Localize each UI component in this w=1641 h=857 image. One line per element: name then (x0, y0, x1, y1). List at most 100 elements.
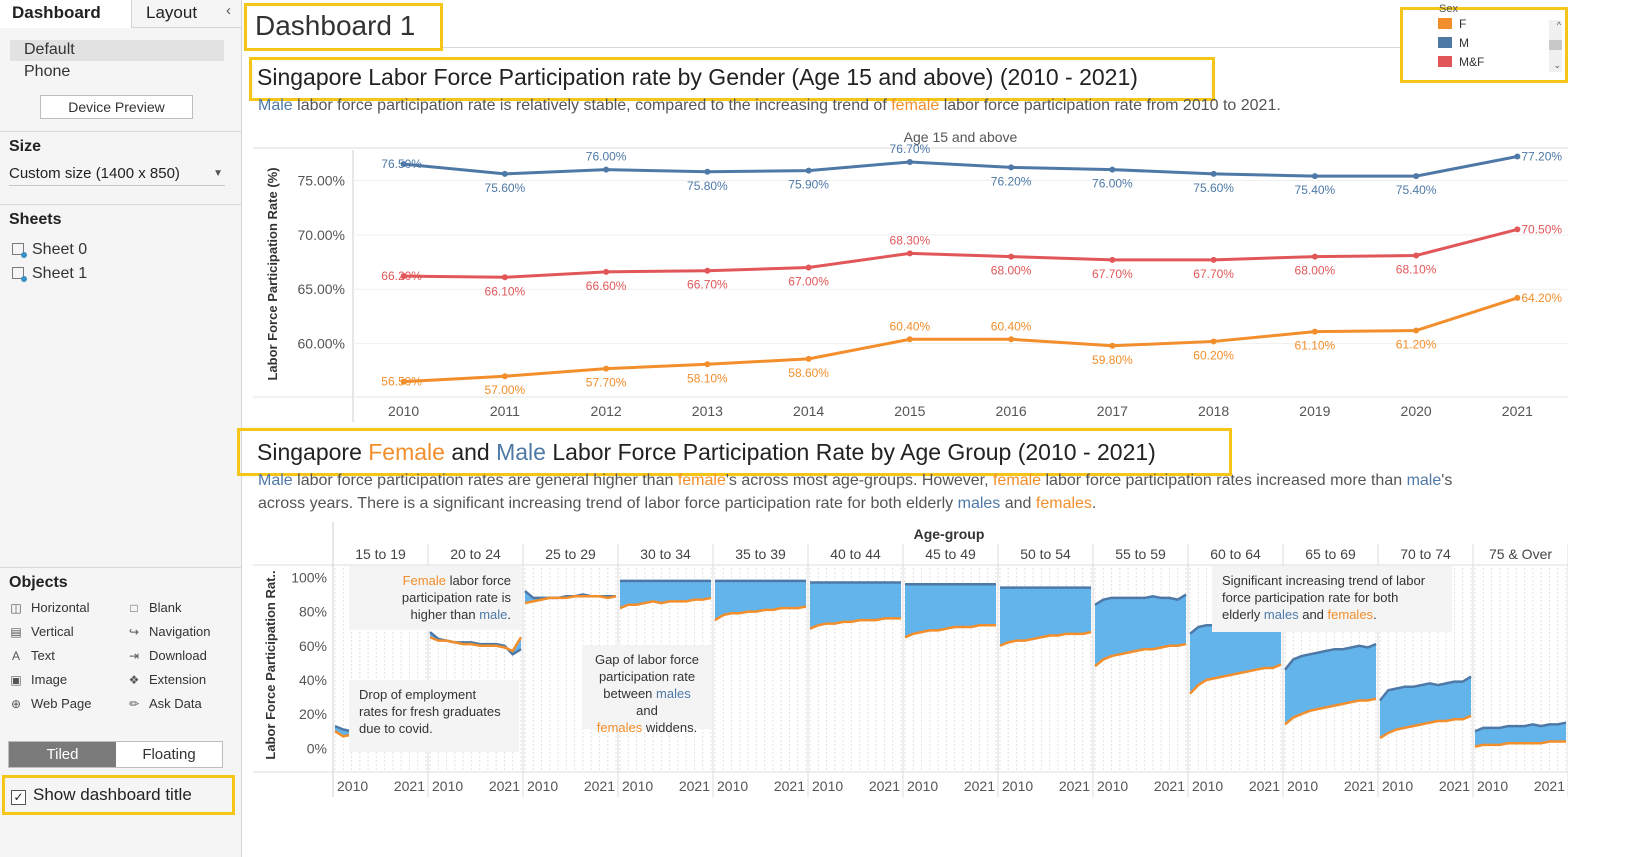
divider (0, 131, 242, 132)
tab-layout[interactable]: Layout (146, 3, 198, 22)
data-label: 56.50% (381, 375, 422, 389)
extension-icon: ❖ (128, 673, 140, 687)
object-navigation[interactable]: ↪ Navigation (127, 624, 210, 639)
data-point (1008, 253, 1015, 260)
legend-label: F (1459, 17, 1467, 31)
legend-item-m[interactable]: M (1438, 36, 1469, 50)
x-tick-label: 2021 (774, 778, 805, 794)
data-label: 68.10% (1396, 263, 1437, 277)
data-point (704, 361, 711, 368)
data-label: 66.10% (485, 284, 526, 298)
x-tick-label: 2010 (622, 778, 653, 794)
annotation-text: elderly (1222, 607, 1264, 622)
scroll-down-icon[interactable]: ⌄ (1553, 60, 1561, 70)
device-phone[interactable]: Phone (24, 63, 71, 80)
sex-legend[interactable]: Sex F M M&F ^ ⌄ (1400, 3, 1568, 83)
gap-area (1000, 587, 1091, 646)
text-icon: A (11, 649, 20, 663)
annotation-text: participation rate is (401, 590, 511, 605)
male-line (1284, 642, 1377, 671)
female-word: females (596, 720, 643, 735)
object-image[interactable]: ▣ Image (9, 672, 67, 687)
data-point (400, 161, 407, 168)
data-label: 57.70% (586, 376, 627, 390)
subtitle-text: across years. There is a significant inc… (258, 495, 958, 512)
female-line (714, 605, 807, 622)
data-label: 67.00% (788, 274, 829, 288)
tiled-floating-toggle: Tiled Floating (8, 741, 223, 768)
top-chart-subtitle: Male labor force participation rate is r… (258, 97, 1281, 115)
female-line (904, 624, 996, 639)
annotation-elderly-trend: Significant increasing trend of labor fo… (1212, 566, 1452, 632)
size-dropdown[interactable]: Custom size (1400 x 850) ▼ (9, 164, 225, 186)
y-axis-title: Labor Force Participation Rate (%) (265, 167, 280, 380)
x-tick-label: 2021 (679, 778, 710, 794)
object-download[interactable]: ⇥ Download (127, 648, 207, 663)
object-label: Navigation (149, 624, 211, 639)
data-label: 75.40% (1295, 183, 1336, 197)
female-line (1284, 697, 1377, 726)
x-tick-label: 2021 (964, 778, 995, 794)
blank-icon: □ (130, 601, 138, 615)
device-preview-button[interactable]: Device Preview (40, 95, 193, 119)
object-label: Horizontal (31, 600, 90, 615)
collapse-sidebar-icon[interactable]: ‹ (226, 2, 231, 19)
data-point (501, 170, 508, 177)
x-tick-label: 2010 (1477, 778, 1508, 794)
x-tick-label: 2010 (527, 778, 558, 794)
data-label: 75.60% (485, 181, 526, 195)
tab-dashboard[interactable]: Dashboard (0, 0, 132, 28)
sheet-item-1[interactable]: Sheet 1 (12, 265, 87, 283)
x-tick-label: 2021 (1439, 778, 1470, 794)
object-ask-data[interactable]: ✏ Ask Data (127, 696, 202, 711)
data-label: 61.10% (1295, 339, 1336, 353)
data-label: 61.20% (1396, 338, 1437, 352)
female-line (524, 594, 617, 605)
data-label: 60.40% (991, 319, 1032, 333)
data-label: 66.70% (687, 278, 728, 292)
legend-title: Sex (1439, 3, 1458, 15)
show-dashboard-title-option[interactable]: ✓ Show dashboard title (2, 775, 235, 815)
line-chart-age-15-above: Age 15 and above Labor Force Participatio… (253, 129, 1568, 422)
object-extension[interactable]: ❖ Extension (127, 672, 206, 687)
data-point (1311, 173, 1318, 180)
annotation-text: force participation rate for both (1222, 590, 1399, 605)
data-point (906, 158, 913, 165)
device-default[interactable]: Default (10, 40, 224, 61)
scroll-up-icon[interactable]: ^ (1556, 20, 1561, 30)
subtitle-text: 's across most age-groups. However, (725, 472, 994, 489)
x-tick-label: 2011 (490, 403, 520, 419)
female-word: female (677, 472, 726, 489)
female-line (1474, 740, 1566, 748)
sheet-item-0[interactable]: Sheet 0 (12, 241, 87, 259)
female-line (1379, 714, 1472, 740)
gap-area (810, 582, 901, 629)
annotation-text: widdens. (642, 720, 698, 735)
data-point (400, 378, 407, 385)
object-horizontal[interactable]: ◫ Horizontal (9, 600, 90, 615)
download-icon: ⇥ (128, 649, 140, 663)
x-tick-label: 2010 (1382, 778, 1413, 794)
floating-button[interactable]: Floating (142, 746, 196, 763)
object-blank[interactable]: □ Blank (127, 600, 181, 615)
object-vertical[interactable]: ▤ Vertical (9, 624, 73, 639)
female-word: females (1327, 607, 1374, 622)
female-word: Female (368, 439, 445, 465)
legend-scroll-thumb[interactable] (1549, 40, 1562, 50)
y-tick-label: 60.00% (298, 336, 345, 352)
checkbox-checked-icon[interactable]: ✓ (11, 790, 26, 805)
x-tick-label: 2018 (1198, 403, 1229, 419)
male-word: Male (258, 97, 293, 114)
object-web-page[interactable]: ⊕ Web Page (9, 696, 92, 711)
data-point (1413, 327, 1420, 334)
data-point (704, 267, 711, 274)
object-text[interactable]: A Text (9, 648, 55, 663)
female-line (1094, 642, 1187, 668)
y-tick-label: 70.00% (298, 227, 345, 243)
data-label: 67.70% (1193, 267, 1234, 281)
legend-item-mf[interactable]: M&F (1438, 55, 1484, 69)
x-tick-label: 2010 (388, 403, 419, 419)
age-group-label: 60 to 64 (1210, 546, 1261, 562)
legend-item-f[interactable]: F (1438, 17, 1466, 31)
tiled-button[interactable]: Tiled (9, 742, 116, 767)
